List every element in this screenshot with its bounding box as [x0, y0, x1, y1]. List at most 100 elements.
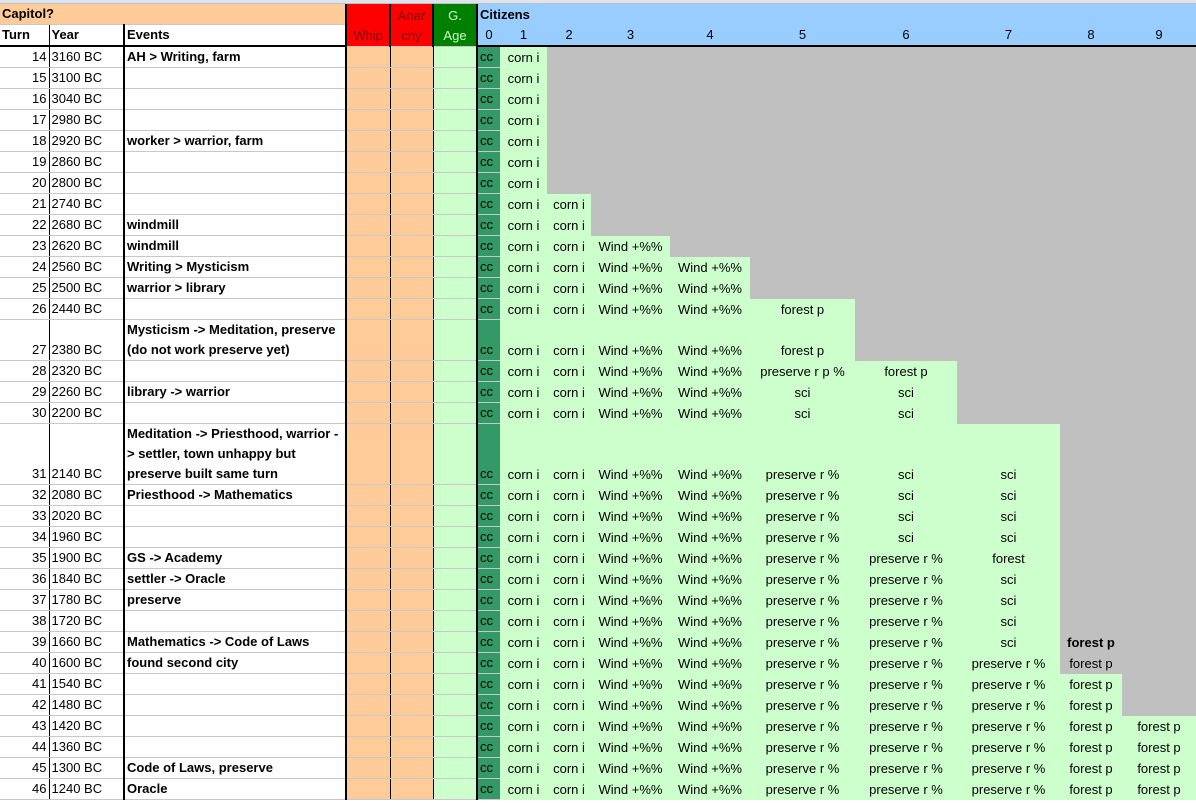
citizen-cell-5[interactable]: preserve r %	[750, 694, 855, 716]
citizen-cell-5[interactable]	[750, 277, 855, 299]
citizen-cell-0[interactable]: cc	[477, 381, 500, 403]
anarchy-cell[interactable]	[390, 319, 434, 361]
citizen-cell-1[interactable]: corn i	[500, 381, 547, 403]
citizen-cell-6[interactable]: sci	[855, 402, 957, 424]
turn-header[interactable]: Turn	[0, 24, 50, 47]
citizen-cell-7[interactable]: sci	[957, 631, 1060, 653]
citizen-cell-1[interactable]: corn i	[500, 277, 547, 299]
citizen-cell-7[interactable]	[957, 172, 1060, 194]
citizen-cell-9[interactable]	[1122, 652, 1196, 674]
citizen-cell-1[interactable]: corn i	[500, 151, 547, 173]
golden-age-cell[interactable]	[433, 319, 478, 361]
citizen-cell-4[interactable]: Wind +%%	[670, 298, 750, 320]
whip-cell[interactable]	[346, 193, 391, 215]
whip-cell[interactable]	[346, 46, 391, 68]
anarchy-cell[interactable]	[390, 46, 434, 68]
anarchy-cell[interactable]	[390, 652, 434, 674]
event-cell[interactable]: windmill	[124, 214, 347, 236]
citizen-cell-6[interactable]	[855, 46, 957, 68]
citizen-cell-2[interactable]: corn i	[547, 568, 591, 590]
event-cell[interactable]: Mysticism -> Meditation, preserve (do no…	[124, 319, 347, 361]
turn-cell[interactable]: 46	[0, 778, 50, 800]
citizen-cell-8[interactable]	[1060, 298, 1122, 320]
citizen-cell-1[interactable]: corn i	[500, 256, 547, 278]
golden-age-cell[interactable]	[433, 568, 478, 590]
citizen-cell-3[interactable]: Wind +%%	[591, 277, 670, 299]
citizen-cell-3[interactable]: Wind +%%	[591, 360, 670, 382]
citizen-cell-5[interactable]: preserve r %	[750, 589, 855, 611]
citizen-cell-8[interactable]	[1060, 319, 1122, 361]
citizen-cell-4[interactable]: Wind +%%	[670, 526, 750, 548]
citizen-cell-0[interactable]: cc	[477, 256, 500, 278]
whip-cell[interactable]	[346, 151, 391, 173]
golden-age-cell[interactable]	[433, 151, 478, 173]
citizen-cell-8[interactable]	[1060, 256, 1122, 278]
citizen-cell-0[interactable]: cc	[477, 631, 500, 653]
year-cell[interactable]: 1480 BC	[49, 694, 125, 716]
citizen-cell-5[interactable]	[750, 214, 855, 236]
citizen-cell-6[interactable]	[855, 67, 957, 89]
anarchy-cell[interactable]	[390, 694, 434, 716]
citizen-cell-0[interactable]: cc	[477, 319, 500, 361]
anarchy-cell[interactable]	[390, 402, 434, 424]
citizen-cell-3[interactable]: Wind +%%	[591, 715, 670, 737]
turn-cell[interactable]: 40	[0, 652, 50, 674]
citizen-cell-0[interactable]: cc	[477, 547, 500, 569]
turn-cell[interactable]: 25	[0, 277, 50, 299]
citizen-cell-9[interactable]	[1122, 67, 1196, 89]
citizen-cell-5[interactable]: preserve r %	[750, 610, 855, 632]
golden-age-cell[interactable]	[433, 673, 478, 695]
citizen-cell-3[interactable]: Wind +%%	[591, 631, 670, 653]
year-cell[interactable]: 1600 BC	[49, 652, 125, 674]
citizen-cell-9[interactable]	[1122, 88, 1196, 110]
turn-cell[interactable]: 14	[0, 46, 50, 68]
citizen-cell-8[interactable]: forest p	[1060, 694, 1122, 716]
citizen-cell-4[interactable]	[670, 67, 750, 89]
turn-cell[interactable]: 28	[0, 360, 50, 382]
citizen-cell-4[interactable]: Wind +%%	[670, 631, 750, 653]
citizen-cell-0[interactable]: cc	[477, 484, 500, 506]
citizen-cell-7[interactable]	[957, 130, 1060, 152]
citizen-cell-3[interactable]	[591, 67, 670, 89]
citizen-cell-8[interactable]	[1060, 88, 1122, 110]
citizen-cell-4[interactable]: Wind +%%	[670, 381, 750, 403]
citizen-cell-2[interactable]: corn i	[547, 277, 591, 299]
citizen-cell-4[interactable]: Wind +%%	[670, 778, 750, 800]
anarchy-header[interactable]: Anar chy	[390, 4, 434, 47]
golden-age-cell[interactable]	[433, 715, 478, 737]
turn-cell[interactable]: 19	[0, 151, 50, 173]
citizen-cell-5[interactable]	[750, 46, 855, 68]
golden-age-header[interactable]: G. Age	[433, 4, 478, 47]
citizen-cell-2[interactable]: corn i	[547, 547, 591, 569]
citizen-cell-9[interactable]: forest p	[1122, 778, 1196, 800]
citizen-cell-1[interactable]: corn i	[500, 402, 547, 424]
year-cell[interactable]: 1900 BC	[49, 547, 125, 569]
event-cell[interactable]	[124, 67, 347, 89]
citizen-cell-9[interactable]	[1122, 547, 1196, 569]
citizen-cell-2[interactable]: corn i	[547, 235, 591, 257]
anarchy-cell[interactable]	[390, 381, 434, 403]
citizen-cell-6[interactable]: preserve r %	[855, 736, 957, 758]
citizen-cell-4[interactable]: Wind +%%	[670, 256, 750, 278]
citizen-cell-7[interactable]	[957, 88, 1060, 110]
citizen-cell-7[interactable]: sci	[957, 589, 1060, 611]
citizen-cell-8[interactable]	[1060, 109, 1122, 131]
citizen-cell-7[interactable]	[957, 109, 1060, 131]
whip-cell[interactable]	[346, 423, 391, 485]
event-cell[interactable]: Writing > Mysticism	[124, 256, 347, 278]
citizen-cell-8[interactable]	[1060, 172, 1122, 194]
whip-cell[interactable]	[346, 610, 391, 632]
golden-age-cell[interactable]	[433, 484, 478, 506]
whip-cell[interactable]	[346, 694, 391, 716]
citizen-cell-3[interactable]: Wind +%%	[591, 736, 670, 758]
turn-cell[interactable]: 45	[0, 757, 50, 779]
turn-cell[interactable]: 30	[0, 402, 50, 424]
year-cell[interactable]: 1300 BC	[49, 757, 125, 779]
citizen-cell-2[interactable]	[547, 130, 591, 152]
anarchy-cell[interactable]	[390, 631, 434, 653]
event-cell[interactable]	[124, 172, 347, 194]
golden-age-cell[interactable]	[433, 381, 478, 403]
citizen-cell-9[interactable]	[1122, 423, 1196, 485]
event-cell[interactable]: library -> warrior	[124, 381, 347, 403]
turn-cell[interactable]: 18	[0, 130, 50, 152]
